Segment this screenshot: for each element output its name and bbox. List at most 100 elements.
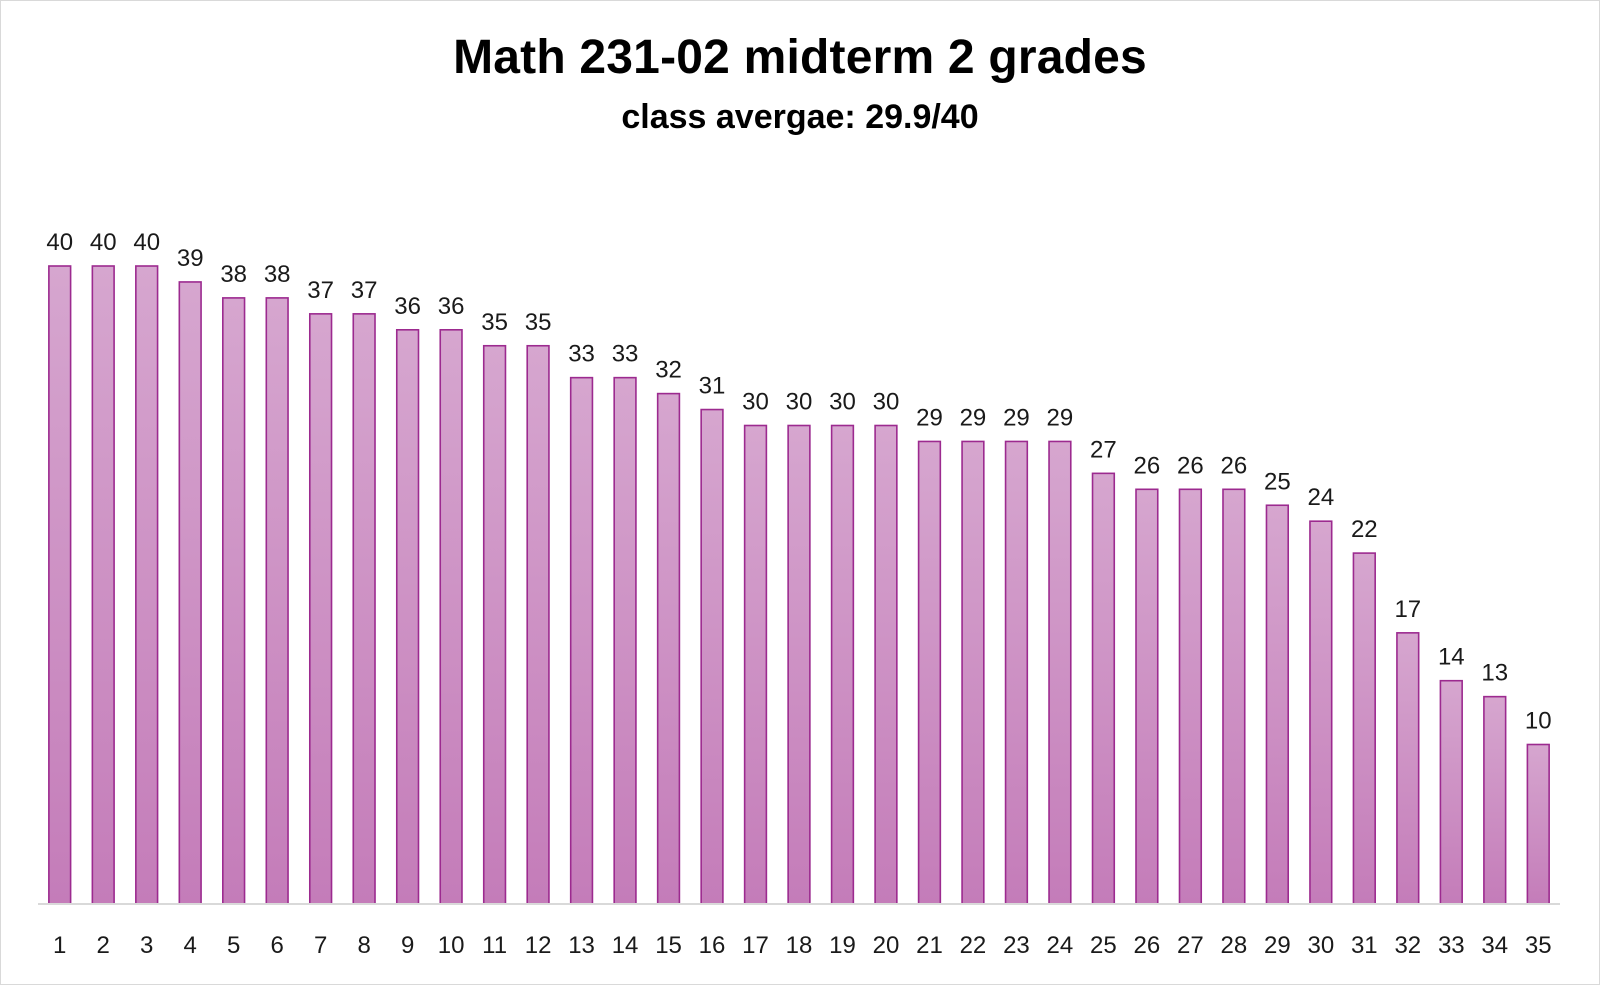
data-label-24: 29 [1047,404,1074,431]
x-tick-label-24: 24 [1047,932,1074,959]
data-label-32: 17 [1394,596,1421,623]
bar-14 [613,376,637,905]
x-tick-label-18: 18 [786,932,813,959]
x-tick-label-7: 7 [314,932,327,959]
x-tick-label-4: 4 [184,932,197,959]
bar-27 [1178,488,1203,905]
bar-10 [439,328,463,905]
x-tick-label-25: 25 [1090,932,1117,959]
bar-8 [352,313,376,905]
bar-19 [830,424,855,905]
bar-2 [91,265,115,905]
bar-25 [1091,472,1116,905]
data-label-18: 30 [786,389,813,416]
x-tick-label-13: 13 [568,932,595,959]
bar-11 [482,344,507,905]
data-label-10: 36 [438,293,465,320]
x-tick-label-30: 30 [1307,932,1334,959]
chart-subtitle: class avergae: 29.9/40 [621,98,979,136]
x-tick-label-32: 32 [1394,932,1421,959]
x-tick-label-31: 31 [1351,932,1378,959]
data-label-7: 37 [307,277,334,304]
x-tick-label-12: 12 [525,932,552,959]
x-tick-label-34: 34 [1481,932,1508,959]
data-label-27: 26 [1177,452,1204,479]
bar-7 [308,313,333,905]
bar-16 [700,408,724,905]
x-tick-label-35: 35 [1525,932,1552,959]
data-label-14: 33 [612,341,639,368]
x-tick-label-8: 8 [357,932,370,959]
bar-1 [48,265,72,905]
x-tick-label-14: 14 [612,932,639,959]
x-tick-label-17: 17 [742,932,769,959]
data-label-28: 26 [1221,452,1248,479]
x-tick-label-22: 22 [960,932,987,959]
data-label-11: 35 [481,309,508,336]
x-tick-label-16: 16 [699,932,726,959]
x-tick-label-19: 19 [829,932,856,959]
data-label-4: 39 [177,245,204,272]
data-label-16: 31 [699,373,726,400]
data-label-30: 24 [1307,484,1334,511]
data-label-21: 29 [916,404,943,431]
bar-23 [1004,440,1029,905]
data-label-9: 36 [394,293,421,320]
data-label-29: 25 [1264,468,1291,495]
bar-15 [656,392,681,905]
data-label-17: 30 [742,389,769,416]
x-tick-label-26: 26 [1134,932,1161,959]
bar-29 [1265,504,1290,905]
x-tick-label-6: 6 [270,932,283,959]
data-label-1: 40 [46,229,73,256]
data-label-20: 30 [873,389,900,416]
bar-21 [917,440,942,905]
data-label-33: 14 [1438,644,1465,671]
bar-33 [1439,679,1463,905]
data-label-25: 27 [1090,436,1117,463]
data-label-5: 38 [220,261,247,288]
x-tick-label-3: 3 [140,932,153,959]
x-tick-label-1: 1 [53,932,66,959]
data-label-23: 29 [1003,404,1030,431]
x-tick-label-21: 21 [916,932,943,959]
data-label-26: 26 [1134,452,1161,479]
bar-30 [1309,520,1333,905]
bar-17 [743,424,768,905]
bar-26 [1135,488,1159,905]
data-label-8: 37 [351,277,378,304]
data-label-19: 30 [829,389,856,416]
data-label-34: 13 [1481,660,1508,687]
bar-22 [961,440,985,905]
data-label-22: 29 [960,404,987,431]
bar-34 [1483,695,1507,905]
x-tick-label-9: 9 [401,932,414,959]
bar-4 [178,281,202,905]
bar-31 [1352,552,1376,905]
x-tick-label-23: 23 [1003,932,1030,959]
chart-title: Math 231-02 midterm 2 grades [453,31,1147,84]
data-label-35: 10 [1525,708,1552,735]
data-labels: 40 40 40 39 38 38 37 37 36 36 35 35 33 33 32 31 30 30 30 30… [46,229,1551,735]
bar-18 [787,424,811,905]
x-tick-label-5: 5 [227,932,240,959]
data-label-3: 40 [133,229,160,256]
data-label-12: 35 [525,309,552,336]
bar-5 [222,297,246,905]
data-label-6: 38 [264,261,291,288]
bar-3 [135,265,159,905]
x-tick-label-29: 29 [1264,932,1291,959]
bar-24 [1048,440,1072,905]
x-tick-label-11: 11 [482,932,507,959]
x-tick-label-27: 27 [1177,932,1204,959]
bar-13 [569,376,594,905]
x-tick-label-2: 2 [97,932,110,959]
bar-6 [265,297,289,905]
bar-20 [874,424,898,905]
x-tick-label-20: 20 [873,932,900,959]
data-label-2: 40 [90,229,117,256]
bar-9 [395,328,420,905]
x-tick-label-15: 15 [655,932,682,959]
data-label-31: 22 [1351,516,1378,543]
